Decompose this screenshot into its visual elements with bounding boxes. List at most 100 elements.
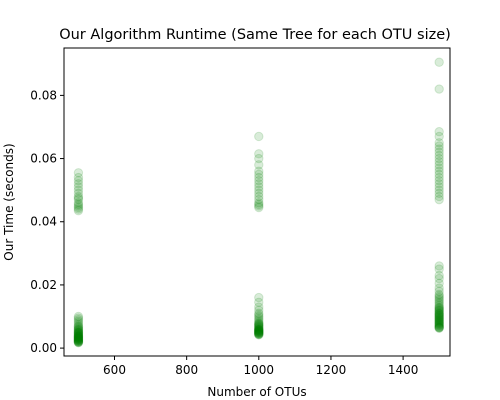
data-point — [73, 318, 84, 328]
data-point — [73, 323, 84, 334]
data-point — [254, 328, 264, 338]
data-point — [73, 338, 84, 348]
data-point — [254, 175, 264, 186]
data-point — [254, 323, 264, 334]
data-point — [73, 179, 84, 189]
data-point — [434, 316, 444, 326]
data-point — [73, 334, 84, 344]
data-point — [73, 333, 84, 344]
data-point — [254, 329, 264, 339]
data-point — [434, 141, 444, 151]
data-point — [434, 311, 444, 321]
data-point — [434, 323, 444, 333]
data-point — [434, 297, 444, 307]
data-point — [434, 314, 444, 324]
data-point — [254, 328, 264, 339]
data-point — [254, 297, 264, 307]
data-point — [254, 194, 264, 205]
data-point — [254, 316, 264, 326]
data-point — [254, 302, 264, 312]
data-point — [73, 324, 84, 334]
data-point — [73, 328, 84, 339]
data-point — [73, 322, 84, 333]
data-point — [73, 329, 84, 339]
data-point — [434, 191, 444, 202]
data-point — [73, 328, 84, 338]
y-axis: 0.00 0.02 0.04 0.06 0.08 — [30, 88, 64, 355]
data-point — [73, 319, 84, 330]
data-point — [73, 201, 84, 211]
data-point — [434, 153, 444, 164]
data-point — [73, 204, 84, 214]
data-point — [254, 329, 264, 340]
data-point — [73, 188, 84, 199]
data-point — [434, 291, 444, 301]
data-point — [434, 313, 444, 323]
x-axis: 600 800 1000 1200 1400 — [103, 356, 418, 377]
x-tick-label: 600 — [103, 363, 126, 377]
data-point — [434, 306, 444, 316]
data-point — [434, 194, 444, 205]
data-point — [434, 318, 444, 328]
data-point — [254, 320, 264, 330]
data-point — [254, 305, 264, 315]
data-point — [434, 169, 444, 180]
data-point — [434, 147, 444, 157]
data-point — [434, 313, 444, 324]
data-point — [434, 315, 444, 325]
data-point — [254, 324, 264, 334]
data-point — [434, 303, 444, 314]
data-point — [254, 308, 264, 319]
data-point — [254, 319, 264, 329]
data-point — [254, 199, 264, 210]
data-point — [254, 326, 264, 337]
data-point — [434, 131, 444, 142]
data-point — [73, 193, 84, 203]
data-point — [434, 182, 444, 192]
data-point — [73, 333, 84, 344]
data-point — [254, 326, 264, 336]
data-point — [73, 326, 84, 336]
data-point — [73, 191, 84, 202]
data-point — [73, 337, 84, 347]
data-point — [434, 322, 444, 332]
y-axis-label: Our Time (seconds) — [2, 143, 16, 260]
x-tick-label: 1000 — [244, 363, 275, 377]
data-point — [254, 323, 264, 333]
data-point — [434, 283, 444, 293]
data-point — [434, 316, 444, 327]
y-tick-label: 0.08 — [30, 88, 57, 102]
y-tick-label: 0.00 — [30, 341, 57, 355]
data-point — [73, 330, 84, 341]
data-point — [73, 198, 84, 208]
data-point — [73, 336, 84, 346]
data-point — [73, 331, 84, 341]
data-point — [434, 309, 444, 320]
data-point — [73, 325, 84, 336]
data-point — [434, 320, 444, 331]
data-point — [434, 166, 444, 176]
data-point — [73, 335, 84, 345]
data-point — [434, 310, 444, 320]
data-point — [73, 326, 84, 337]
data-point — [434, 309, 444, 319]
data-point — [73, 327, 84, 338]
data-point — [73, 182, 84, 192]
data-point — [254, 310, 264, 320]
data-point — [254, 131, 264, 142]
data-point — [73, 331, 84, 341]
x-tick-label: 1400 — [388, 363, 419, 377]
x-axis-label: Number of OTUs — [207, 385, 306, 399]
data-point — [73, 337, 84, 347]
data-point — [73, 327, 84, 338]
data-point — [254, 172, 264, 183]
data-point — [434, 188, 444, 199]
data-point — [434, 157, 444, 167]
y-tick-label: 0.04 — [30, 215, 57, 229]
data-point — [73, 334, 84, 344]
data-point — [434, 261, 444, 271]
data-point — [73, 321, 84, 332]
data-point — [73, 335, 84, 345]
data-point — [73, 333, 84, 343]
data-point — [73, 199, 84, 210]
